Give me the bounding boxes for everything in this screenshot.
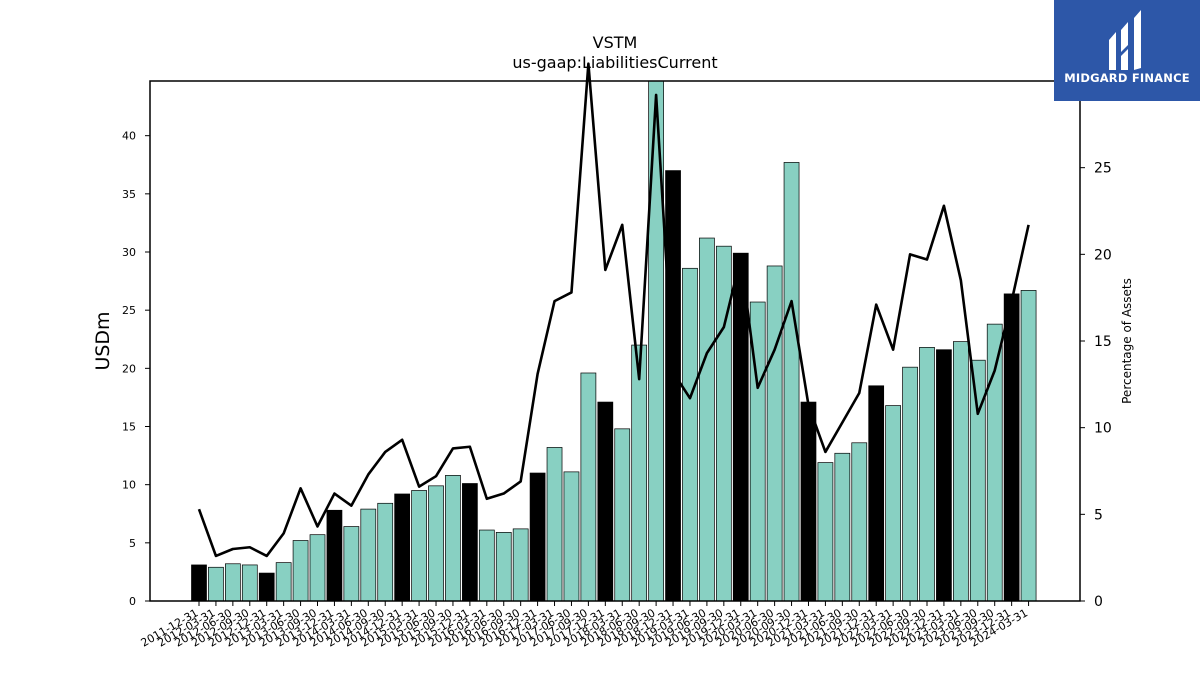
- bar: [292, 540, 309, 602]
- bar: [546, 447, 563, 602]
- bar: [631, 344, 648, 602]
- bar: [682, 267, 698, 602]
- bar: [614, 428, 631, 602]
- bar: [326, 509, 343, 602]
- bar: [563, 471, 580, 602]
- bar: [851, 442, 868, 602]
- percent-line-layer: [197, 62, 1030, 558]
- bar: [800, 401, 817, 602]
- bar: [952, 341, 969, 602]
- y-tick-label: 20: [122, 362, 136, 375]
- bar: [512, 528, 529, 602]
- bar: [309, 534, 326, 602]
- y-tick-label: 15: [122, 421, 136, 434]
- y-axis-label: USDm: [92, 311, 114, 370]
- bar: [208, 566, 224, 602]
- bar: [783, 162, 800, 602]
- y2-tick-label: 20: [1094, 247, 1112, 263]
- y2-tick-label: 25: [1094, 161, 1112, 177]
- bar: [1020, 290, 1037, 602]
- bar: [445, 475, 461, 602]
- logo-text: MIDGARD FINANCE: [1064, 71, 1190, 85]
- y2-tick-label: 5: [1094, 507, 1103, 523]
- bar: [597, 401, 614, 602]
- percent-line: [197, 62, 1030, 558]
- bar: [1003, 293, 1020, 602]
- y2-tick-label: 0: [1094, 594, 1103, 610]
- bar: [377, 502, 394, 602]
- bar: [936, 349, 952, 602]
- bar: [462, 483, 478, 602]
- bar: [495, 532, 512, 602]
- bar: [665, 170, 681, 602]
- bar: [428, 485, 444, 602]
- y2-tick-label: 15: [1094, 334, 1112, 350]
- bar: [885, 405, 901, 602]
- y-tick-label: 5: [129, 537, 136, 550]
- bar: [225, 563, 241, 602]
- y-tick-label: 0: [129, 595, 136, 608]
- chart-title: VSTM: [593, 33, 638, 52]
- bar: [343, 526, 360, 602]
- bar: [411, 490, 427, 602]
- y-tick-label: 25: [122, 304, 136, 317]
- bar: [715, 245, 732, 602]
- bar: [191, 564, 207, 602]
- bar: [394, 493, 411, 602]
- bar: [817, 462, 834, 602]
- bar: [868, 385, 885, 602]
- midgard-finance-logo: MIDGARD FINANCE: [1054, 0, 1200, 101]
- bar: [699, 237, 715, 602]
- bar: [902, 366, 918, 602]
- bar: [919, 347, 935, 602]
- y-tick-label: 30: [122, 246, 136, 259]
- axes: 05101520253035400510152025302011-12-3120…: [122, 74, 1112, 650]
- bar: [258, 572, 275, 602]
- bar: [766, 265, 783, 602]
- bar: [969, 359, 986, 602]
- y-tick-label: 10: [122, 479, 136, 492]
- bar: [275, 562, 292, 602]
- y2-tick-label: 10: [1094, 421, 1112, 437]
- bar: [360, 508, 377, 602]
- bar: [834, 452, 851, 602]
- y-tick-label: 40: [122, 130, 136, 143]
- bar: [241, 564, 258, 602]
- bar: [580, 372, 597, 602]
- y2-axis-label: Percentage of Assets: [1120, 278, 1134, 404]
- bar: [529, 472, 546, 602]
- bar: [648, 80, 664, 602]
- bar: [478, 529, 495, 602]
- chart-subtitle: us-gaap:LiabilitiesCurrent: [512, 53, 717, 72]
- logo-mark-icon: [1109, 10, 1141, 70]
- y-tick-label: 35: [122, 188, 136, 201]
